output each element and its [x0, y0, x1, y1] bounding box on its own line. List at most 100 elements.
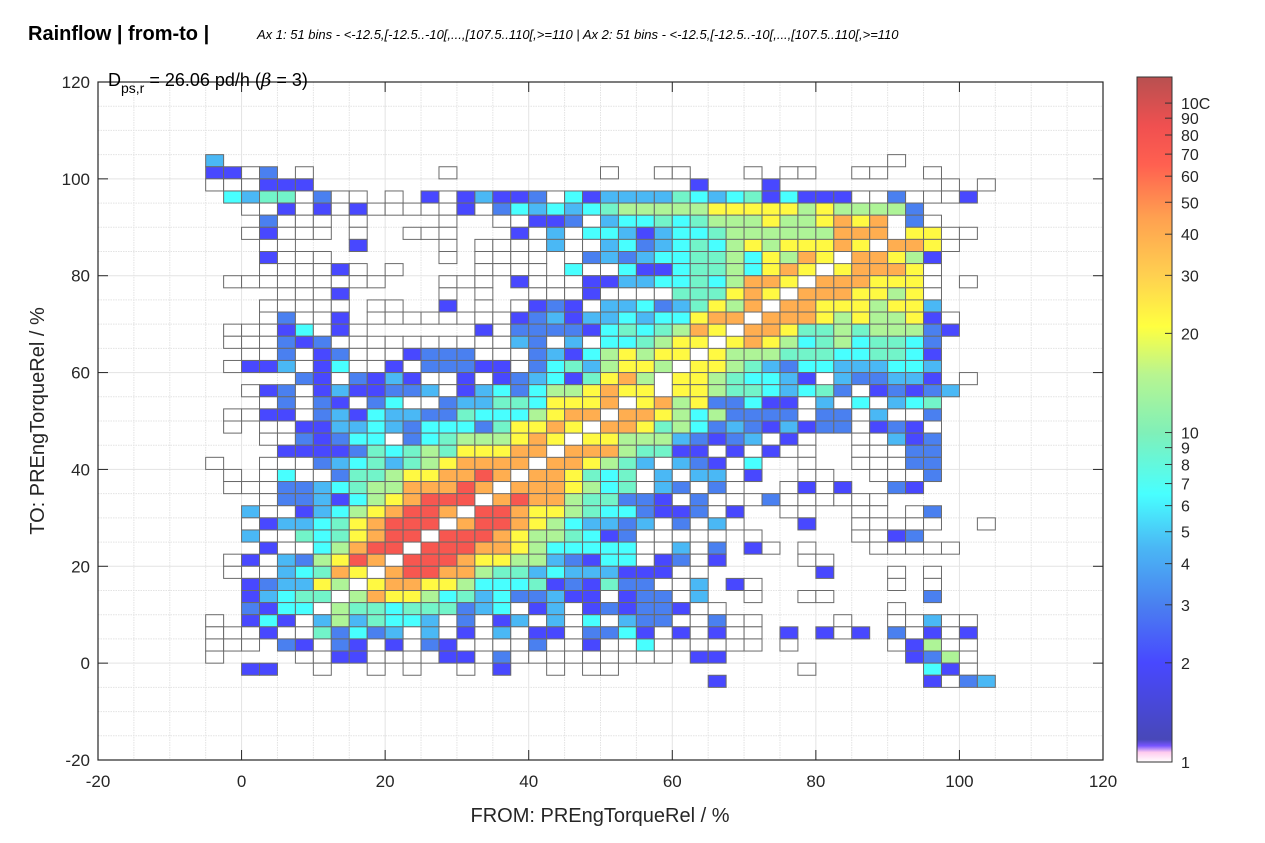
heatmap-cell	[564, 335, 584, 349]
heatmap-cell	[420, 202, 440, 216]
heatmap-cell	[635, 529, 655, 543]
heatmap-cell	[241, 590, 261, 604]
heatmap-cell	[420, 444, 440, 458]
heatmap-cell	[276, 553, 296, 567]
heatmap-cell	[420, 420, 440, 434]
heatmap-cell	[743, 444, 763, 458]
heatmap-cell	[223, 323, 243, 337]
heatmap-cell	[241, 505, 261, 519]
heatmap-cell	[456, 468, 476, 483]
heatmap-cell	[528, 420, 548, 434]
heatmap-cell	[564, 226, 584, 240]
heatmap-cell	[510, 347, 530, 361]
heatmap-cell	[779, 251, 799, 265]
heatmap-cell	[869, 299, 889, 313]
heatmap-cell	[689, 456, 709, 470]
heatmap-cell	[564, 408, 584, 422]
heatmap-cell	[205, 456, 225, 470]
heatmap-cell	[259, 166, 278, 180]
heatmap-cell	[312, 299, 332, 313]
heatmap-cell	[330, 553, 350, 567]
heatmap-cell	[438, 226, 458, 240]
heatmap-cell	[653, 529, 673, 543]
heatmap-cell	[420, 468, 440, 483]
heatmap-cell	[564, 420, 584, 434]
heatmap-cell	[779, 299, 799, 313]
heatmap-cell	[510, 226, 530, 240]
heatmap-cell	[312, 420, 332, 434]
heatmap-cell	[294, 190, 314, 204]
heatmap-cell	[312, 396, 332, 410]
x-tick-label: 20	[376, 772, 395, 791]
heatmap-cell	[600, 650, 619, 664]
heatmap-cell	[384, 299, 404, 313]
axes: -20 0 20 40 60 80 100 120 -20 0 20 40 60 80 100 120	[62, 73, 1118, 791]
heatmap-cell	[940, 323, 960, 337]
heatmap-cell	[725, 505, 745, 519]
heatmap-cell	[635, 493, 655, 507]
heatmap-cell	[312, 335, 332, 349]
heatmap-cell	[420, 384, 440, 398]
heatmap-cell	[653, 202, 673, 216]
heatmap-cell	[294, 372, 314, 386]
heatmap-cell	[259, 384, 278, 398]
heatmap-cell	[815, 565, 835, 579]
heatmap-cell	[241, 226, 261, 240]
heatmap-cell	[564, 590, 584, 604]
heatmap-cell	[689, 335, 709, 349]
heatmap-cell	[241, 626, 261, 640]
heatmap-cell	[653, 553, 673, 567]
heatmap-cell	[510, 614, 530, 628]
heatmap-cell	[205, 650, 225, 664]
heatmap-cell	[223, 190, 243, 204]
colorbar-tick-label: 70	[1181, 147, 1199, 164]
heatmap-cell	[276, 287, 296, 301]
heatmap-cell	[815, 323, 835, 337]
heatmap-cell	[456, 481, 476, 495]
heatmap-cell	[887, 565, 907, 579]
heatmap-cell	[348, 432, 368, 446]
heatmap-cell	[438, 299, 458, 313]
heatmap-cell	[384, 590, 404, 604]
heatmap-cell	[761, 372, 781, 386]
heatmap-cell	[671, 481, 691, 495]
heatmap-cell	[707, 529, 727, 543]
heatmap-cell	[689, 359, 709, 374]
heatmap-cell	[564, 626, 584, 640]
heatmap-cell	[438, 505, 458, 519]
heatmap-cell	[474, 190, 494, 204]
heatmap-cell	[546, 214, 566, 228]
heatmap-cell	[653, 251, 673, 265]
heatmap-cell	[294, 577, 314, 592]
heatmap-cell	[958, 190, 978, 204]
heatmap-cell	[330, 444, 350, 458]
heatmap-cell	[958, 226, 978, 240]
heatmap-cell	[438, 202, 458, 216]
heatmap-cell	[653, 275, 673, 289]
heatmap-cell	[923, 420, 942, 434]
heatmap-cell	[366, 444, 386, 458]
heatmap-cell	[940, 226, 960, 240]
heatmap-cell	[725, 287, 745, 301]
heatmap-cell	[653, 226, 673, 240]
heatmap-cell	[348, 638, 368, 652]
heatmap-cell	[528, 650, 548, 664]
heatmap-cell	[600, 263, 619, 277]
heatmap-cell	[923, 638, 942, 652]
heatmap-cell	[510, 335, 530, 349]
heatmap-cell	[815, 214, 835, 228]
heatmap-cell	[276, 251, 296, 265]
heatmap-cell	[330, 468, 350, 483]
heatmap-cell	[528, 590, 548, 604]
heatmap-cell	[510, 650, 530, 664]
heatmap-cell	[653, 577, 673, 592]
heatmap-cell	[330, 577, 350, 592]
heatmap-cell	[851, 347, 871, 361]
heatmap-cell	[205, 178, 225, 192]
heatmap-cell	[510, 396, 530, 410]
heatmap-cell	[815, 481, 835, 495]
heatmap-cell	[887, 190, 907, 204]
heatmap-cell	[815, 190, 835, 204]
heatmap-cell	[635, 481, 655, 495]
heatmap-cell	[366, 614, 386, 628]
